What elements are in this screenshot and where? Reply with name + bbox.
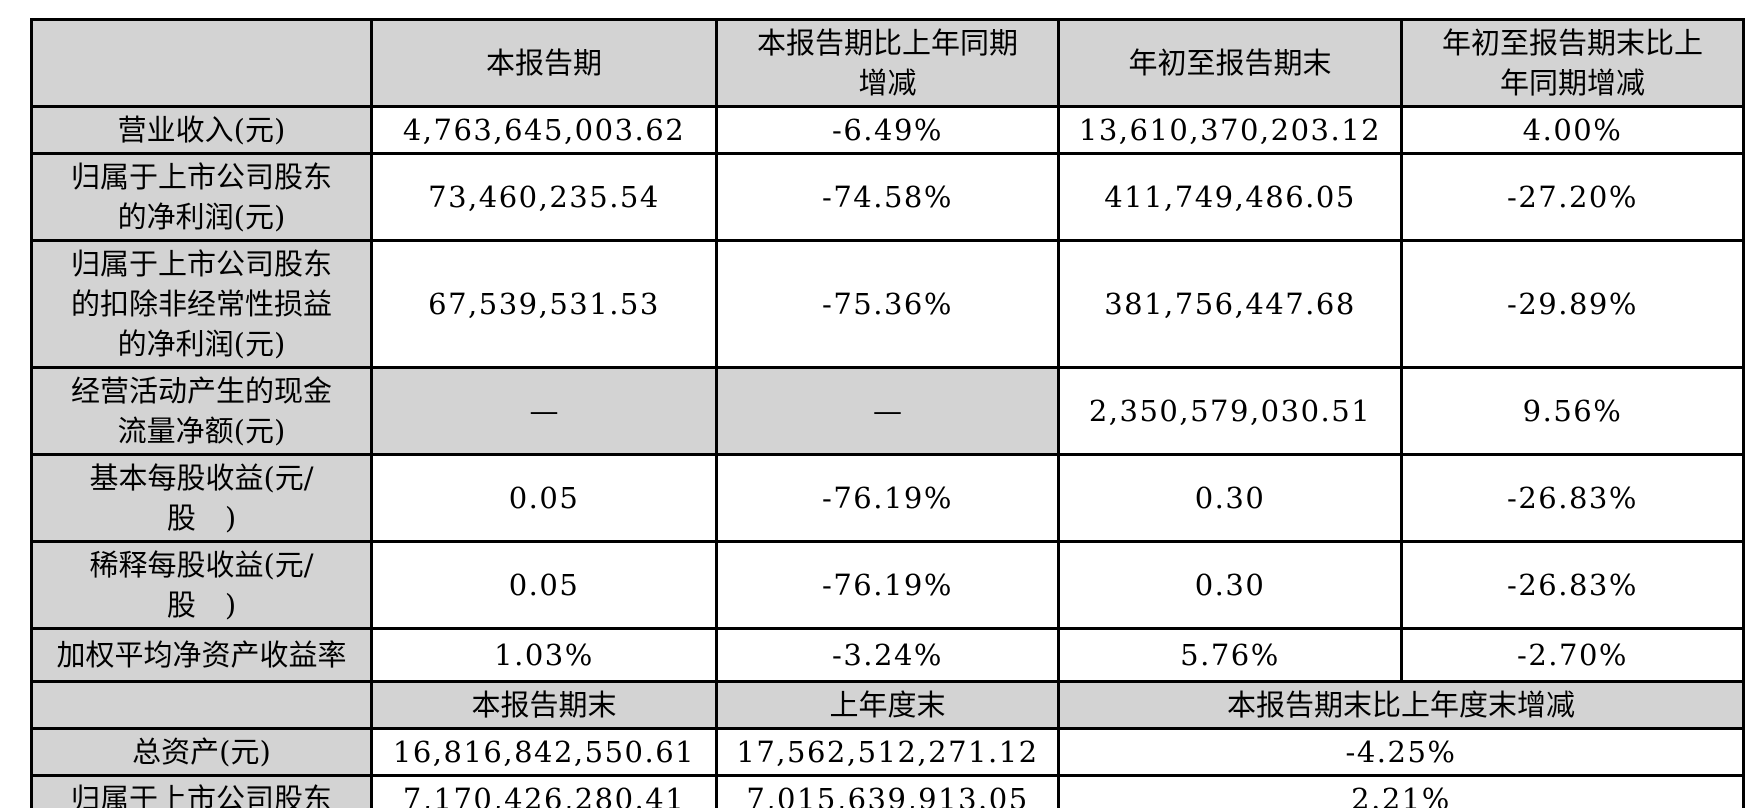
- cell-value: 0.05: [370, 453, 718, 543]
- row-label-equity-attributable: 归属于上市公司股东: [30, 774, 373, 808]
- row-equity-attributable: 归属于上市公司股东 7,170,426,280.41 7,015,639,913…: [30, 774, 1745, 808]
- cell-value: -74.58%: [715, 152, 1060, 242]
- cell-value: 0.05: [370, 540, 718, 630]
- subheader-corner-cell: [30, 680, 373, 730]
- cell-value: 7,015,639,913.05: [715, 774, 1060, 808]
- cell-value: -76.19%: [715, 453, 1060, 543]
- col-header-ytd: 年初至报告期末: [1057, 18, 1403, 108]
- row-basic-eps: 基本每股收益(元/ 股 ) 0.05 -76.19% 0.30 -26.83%: [30, 453, 1745, 543]
- row-label-total-assets: 总资产(元): [30, 727, 373, 777]
- col-header-change-vs-last-year-end: 本报告期末比上年度末增减: [1057, 680, 1745, 730]
- row-weighted-avg-roe: 加权平均净资产收益率 1.03% -3.24% 5.76% -2.70%: [30, 627, 1745, 683]
- cell-value: 9.56%: [1400, 366, 1745, 456]
- cell-value: -27.20%: [1400, 152, 1745, 242]
- row-label-weighted-avg-roe: 加权平均净资产收益率: [30, 627, 373, 683]
- cell-value: 2.21%: [1057, 774, 1745, 808]
- cell-value: 67,539,531.53: [370, 239, 718, 369]
- cell-value: -26.83%: [1400, 540, 1745, 630]
- cell-dash: —: [370, 366, 718, 456]
- cell-value: 5.76%: [1057, 627, 1403, 683]
- row-label-operating-revenue: 营业收入(元): [30, 105, 373, 155]
- cell-value: 73,460,235.54: [370, 152, 718, 242]
- col-header-end-of-period: 本报告期末: [370, 680, 718, 730]
- row-label-net-profit-excl-nonrecurring: 归属于上市公司股东 的扣除非经常性损益 的净利润(元): [30, 239, 373, 369]
- cell-value: -29.89%: [1400, 239, 1745, 369]
- row-total-assets: 总资产(元) 16,816,842,550.61 17,562,512,271.…: [30, 727, 1745, 777]
- cell-value: 4,763,645,003.62: [370, 105, 718, 155]
- row-label-basic-eps: 基本每股收益(元/ 股 ): [30, 453, 373, 543]
- cell-value: 13,610,370,203.12: [1057, 105, 1403, 155]
- cell-value: 0.30: [1057, 453, 1403, 543]
- cell-value: 16,816,842,550.61: [370, 727, 718, 777]
- financial-summary-table: 本报告期 本报告期比上年同期 增减 年初至报告期末 年初至报告期末比上 年同期增…: [30, 18, 1745, 808]
- cell-value: -75.36%: [715, 239, 1060, 369]
- row-operating-revenue: 营业收入(元) 4,763,645,003.62 -6.49% 13,610,3…: [30, 105, 1745, 155]
- row-diluted-eps: 稀释每股收益(元/ 股 ) 0.05 -76.19% 0.30 -26.83%: [30, 540, 1745, 630]
- cell-value: -76.19%: [715, 540, 1060, 630]
- cell-value: -3.24%: [715, 627, 1060, 683]
- cell-value: 0.30: [1057, 540, 1403, 630]
- col-header-end-of-last-year: 上年度末: [715, 680, 1060, 730]
- header-row: 本报告期 本报告期比上年同期 增减 年初至报告期末 年初至报告期末比上 年同期增…: [30, 18, 1745, 108]
- row-operating-cash-flow: 经营活动产生的现金 流量净额(元) — — 2,350,579,030.51 9…: [30, 366, 1745, 456]
- row-label-diluted-eps: 稀释每股收益(元/ 股 ): [30, 540, 373, 630]
- cell-value: 7,170,426,280.41: [370, 774, 718, 808]
- col-header-current-period-yoy-change: 本报告期比上年同期 增减: [715, 18, 1060, 108]
- cell-value: 4.00%: [1400, 105, 1745, 155]
- cell-value: 17,562,512,271.12: [715, 727, 1060, 777]
- col-header-ytd-yoy-change: 年初至报告期末比上 年同期增减: [1400, 18, 1745, 108]
- row-label-net-profit-attributable: 归属于上市公司股东 的净利润(元): [30, 152, 373, 242]
- cell-value: 381,756,447.68: [1057, 239, 1403, 369]
- cell-value: 2,350,579,030.51: [1057, 366, 1403, 456]
- cell-value: -4.25%: [1057, 727, 1745, 777]
- cell-value: 411,749,486.05: [1057, 152, 1403, 242]
- row-label-operating-cash-flow: 经营活动产生的现金 流量净额(元): [30, 366, 373, 456]
- corner-cell: [30, 18, 373, 108]
- row-net-profit-attributable: 归属于上市公司股东 的净利润(元) 73,460,235.54 -74.58% …: [30, 152, 1745, 242]
- col-header-current-period: 本报告期: [370, 18, 718, 108]
- row-net-profit-excl-nonrecurring: 归属于上市公司股东 的扣除非经常性损益 的净利润(元) 67,539,531.5…: [30, 239, 1745, 369]
- cell-value: -26.83%: [1400, 453, 1745, 543]
- cell-value: -2.70%: [1400, 627, 1745, 683]
- cell-value: -6.49%: [715, 105, 1060, 155]
- cell-dash: —: [715, 366, 1060, 456]
- subheader-row: 本报告期末 上年度末 本报告期末比上年度末增减: [30, 680, 1745, 730]
- cell-value: 1.03%: [370, 627, 718, 683]
